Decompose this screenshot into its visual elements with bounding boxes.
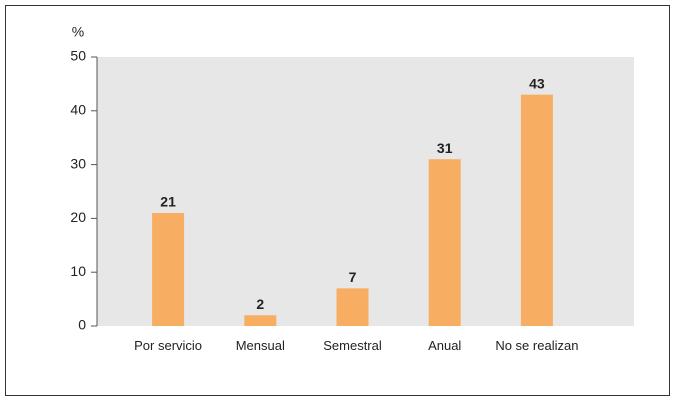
data-label: 43 bbox=[529, 75, 545, 91]
x-tick-label: Por servicio bbox=[134, 338, 203, 353]
bar bbox=[152, 213, 185, 326]
x-tick-label: Anual bbox=[428, 338, 462, 353]
x-tick-label: Mensual bbox=[235, 338, 285, 353]
bar bbox=[336, 288, 369, 326]
x-tick-label-box: Semestral bbox=[323, 338, 382, 353]
bar bbox=[520, 94, 553, 326]
y-tick-label: 50 bbox=[70, 48, 86, 64]
bar bbox=[244, 315, 277, 326]
x-tick-label-box: Por servicio bbox=[134, 338, 203, 353]
data-label: 7 bbox=[349, 269, 357, 285]
y-tick-label: 0 bbox=[78, 317, 86, 333]
y-tick-label: 30 bbox=[70, 155, 86, 171]
y-axis-label: % bbox=[72, 24, 84, 40]
bar bbox=[428, 159, 461, 326]
data-label: 31 bbox=[437, 140, 453, 156]
x-tick-label-box: Anual bbox=[428, 338, 462, 353]
y-tick-label: 40 bbox=[70, 102, 86, 118]
x-tick-label-box: Mensual bbox=[235, 338, 285, 353]
x-tick-label: No se realizan bbox=[495, 338, 579, 353]
data-label: 2 bbox=[256, 296, 264, 312]
x-tick-label-box: No se realizan bbox=[495, 338, 579, 353]
y-tick-label: 20 bbox=[70, 209, 86, 225]
y-tick-label: 10 bbox=[70, 263, 86, 279]
data-label: 21 bbox=[160, 194, 176, 210]
x-tick-label: Semestral bbox=[323, 338, 382, 353]
